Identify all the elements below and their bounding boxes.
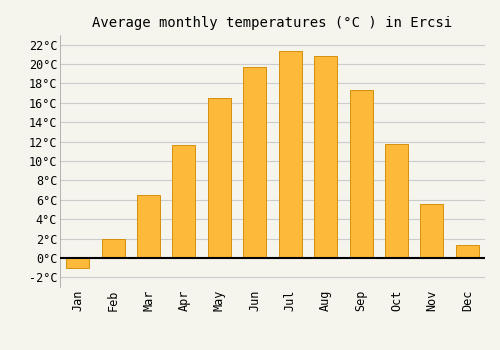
Bar xyxy=(137,195,160,258)
Bar xyxy=(102,239,124,258)
Bar xyxy=(66,258,89,268)
Bar xyxy=(278,51,301,258)
Bar xyxy=(208,98,231,258)
Bar xyxy=(244,67,266,258)
Bar xyxy=(385,144,408,258)
Bar xyxy=(172,145,196,258)
Bar xyxy=(350,90,372,258)
Bar xyxy=(314,56,337,258)
Bar xyxy=(456,245,479,258)
Bar xyxy=(420,204,444,258)
Title: Average monthly temperatures (°C ) in Ercsi: Average monthly temperatures (°C ) in Er… xyxy=(92,16,452,30)
